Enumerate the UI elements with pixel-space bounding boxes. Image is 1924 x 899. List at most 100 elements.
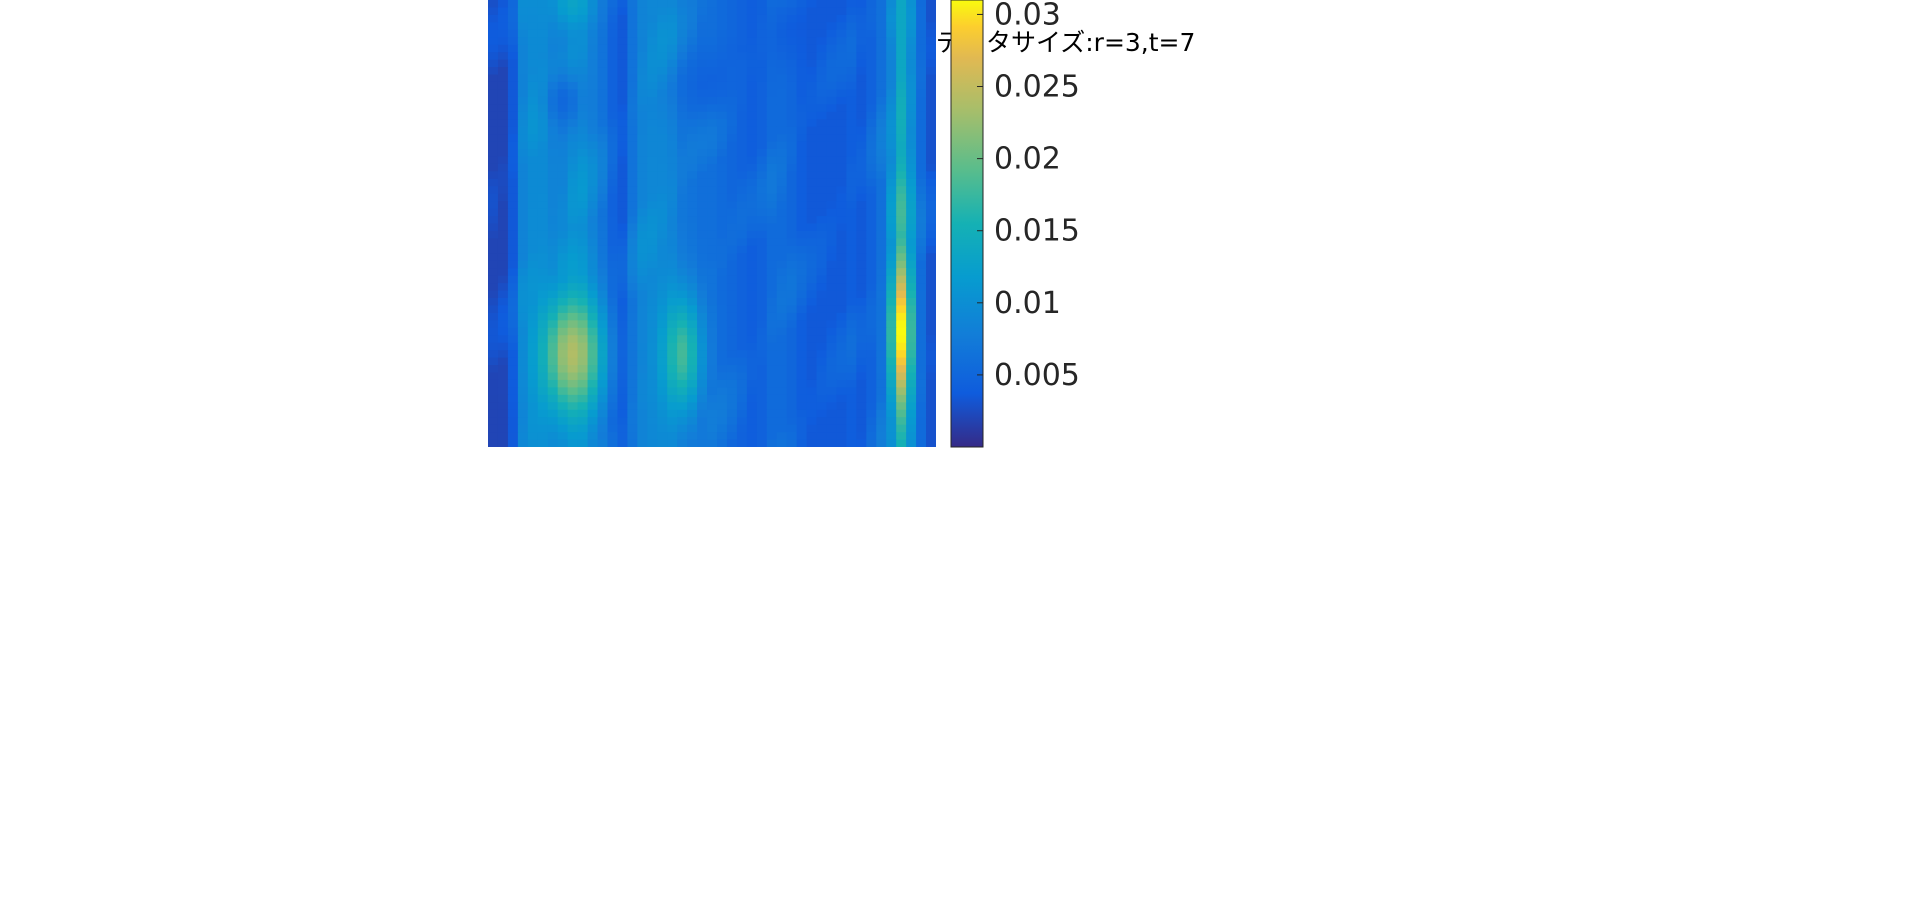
heatmap-cell bbox=[876, 37, 887, 46]
heatmap-cell bbox=[726, 350, 738, 359]
heatmap-cell bbox=[846, 0, 857, 9]
heatmap-cell bbox=[647, 149, 658, 158]
heatmap-cell bbox=[776, 14, 788, 23]
heatmap-cell bbox=[507, 7, 519, 16]
heatmap-cell bbox=[557, 216, 569, 225]
heatmap-cell bbox=[707, 134, 718, 143]
heatmap-cell bbox=[697, 29, 708, 38]
heatmap-cell bbox=[617, 37, 628, 46]
heatmap-cell bbox=[647, 178, 658, 187]
heatmap-cell bbox=[806, 379, 818, 388]
heatmap-cell bbox=[856, 22, 867, 31]
heatmap-cell bbox=[507, 52, 519, 61]
heatmap-cell bbox=[657, 216, 668, 225]
heatmap-cell bbox=[607, 81, 619, 90]
heatmap-cell bbox=[716, 402, 728, 411]
heatmap-cell bbox=[736, 357, 748, 366]
heatmap-cell bbox=[736, 275, 748, 284]
heatmap-cell bbox=[826, 372, 838, 381]
heatmap-cell bbox=[567, 365, 579, 374]
heatmap-cell bbox=[806, 216, 818, 225]
heatmap-cell bbox=[826, 89, 838, 98]
heatmap-cell bbox=[836, 111, 847, 120]
heatmap-cell bbox=[726, 104, 738, 113]
heatmap-cell bbox=[786, 7, 798, 16]
heatmap-cell bbox=[607, 372, 619, 381]
heatmap-cell bbox=[796, 245, 808, 254]
heatmap-cell bbox=[517, 312, 529, 321]
heatmap-cell bbox=[926, 156, 936, 165]
heatmap-cell bbox=[716, 417, 728, 426]
heatmap-cell bbox=[627, 327, 638, 336]
heatmap-cell bbox=[856, 111, 867, 120]
heatmap-cell bbox=[517, 37, 529, 46]
heatmap-cell bbox=[488, 305, 499, 314]
heatmap-cell bbox=[697, 379, 708, 388]
heatmap-cell bbox=[896, 320, 907, 329]
heatmap-cell bbox=[856, 357, 867, 366]
heatmap-cell bbox=[756, 59, 768, 68]
heatmap-cell bbox=[736, 29, 748, 38]
heatmap-cell bbox=[577, 96, 589, 105]
heatmap-cell bbox=[896, 290, 907, 299]
heatmap-cell bbox=[726, 230, 738, 239]
heatmap-cell bbox=[607, 171, 619, 180]
heatmap-cell bbox=[786, 365, 798, 374]
heatmap-cell bbox=[866, 357, 877, 366]
heatmap-cell bbox=[607, 193, 619, 202]
heatmap-cell bbox=[707, 283, 718, 292]
heatmap-cell bbox=[697, 439, 708, 447]
heatmap-cell bbox=[916, 365, 927, 374]
heatmap-cell bbox=[497, 126, 509, 135]
heatmap-cell bbox=[687, 29, 698, 38]
heatmap-cell bbox=[816, 52, 828, 61]
heatmap-cell bbox=[587, 52, 599, 61]
heatmap-cell bbox=[756, 320, 768, 329]
heatmap-cell bbox=[766, 268, 778, 277]
heatmap-cell bbox=[816, 0, 828, 9]
heatmap-cell bbox=[796, 104, 808, 113]
heatmap-cell bbox=[826, 245, 838, 254]
heatmap-cell bbox=[866, 327, 877, 336]
heatmap-cell bbox=[577, 201, 589, 210]
heatmap-cell bbox=[707, 7, 718, 16]
heatmap-cell bbox=[597, 0, 609, 9]
heatmap-cell bbox=[766, 260, 778, 269]
heatmap-cell bbox=[866, 44, 877, 53]
heatmap-cell bbox=[906, 402, 917, 411]
heatmap-cell bbox=[697, 186, 708, 195]
heatmap-cell bbox=[926, 283, 936, 292]
heatmap-cell bbox=[786, 253, 798, 262]
heatmap-cell bbox=[497, 365, 509, 374]
heatmap-cell bbox=[607, 305, 619, 314]
heatmap-cell bbox=[557, 432, 569, 441]
heatmap-cell bbox=[557, 290, 569, 299]
heatmap-cell bbox=[707, 89, 718, 98]
heatmap-cell bbox=[896, 312, 907, 321]
heatmap-cell bbox=[537, 439, 549, 447]
heatmap-cell bbox=[637, 350, 648, 359]
heatmap-cell bbox=[736, 424, 748, 433]
heatmap-cell bbox=[756, 52, 768, 61]
heatmap-cell bbox=[488, 7, 499, 16]
heatmap-cell bbox=[497, 253, 509, 262]
heatmap-cell bbox=[557, 305, 569, 314]
heatmap-cell bbox=[716, 238, 728, 247]
heatmap-cell bbox=[567, 156, 579, 165]
heatmap-cell bbox=[756, 96, 768, 105]
heatmap-cell bbox=[806, 29, 818, 38]
heatmap-cell bbox=[926, 22, 936, 31]
heatmap-cell bbox=[567, 417, 579, 426]
heatmap-cell bbox=[736, 342, 748, 351]
heatmap-cell bbox=[687, 439, 698, 447]
heatmap-cell bbox=[856, 417, 867, 426]
heatmap-cell bbox=[567, 163, 579, 172]
heatmap-cell bbox=[756, 372, 768, 381]
heatmap-cell bbox=[916, 312, 927, 321]
heatmap-cell bbox=[497, 14, 509, 23]
heatmap-cell bbox=[806, 424, 818, 433]
heatmap-cell bbox=[607, 223, 619, 232]
heatmap-cell bbox=[906, 0, 917, 9]
heatmap-cell bbox=[866, 320, 877, 329]
heatmap-cell bbox=[866, 409, 877, 418]
